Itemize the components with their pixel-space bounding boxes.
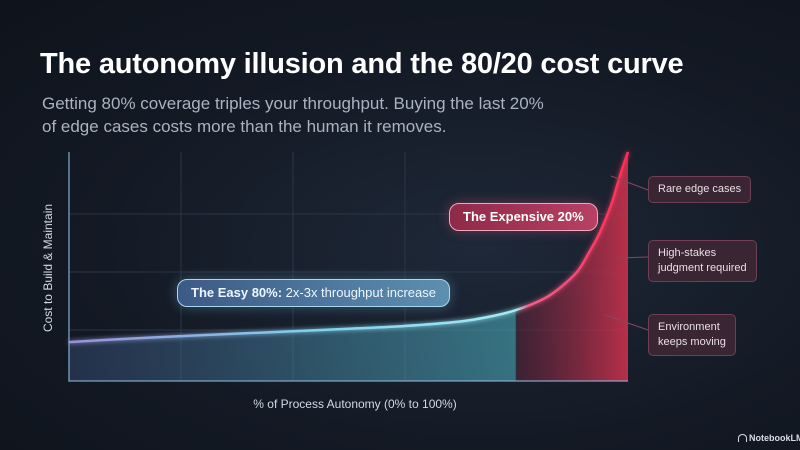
cost-curve-line (68, 151, 630, 344)
expensive-20-area (516, 152, 628, 381)
chart-axes (68, 152, 628, 382)
easy-80-area (69, 310, 517, 381)
subtitle-line-2: of edge cases costs more than the human … (42, 117, 447, 136)
page-title: The autonomy illusion and the 80/20 cost… (40, 48, 684, 80)
easy-80-label-rest: 2x-3x throughput increase (282, 285, 436, 300)
callout-connector (604, 314, 649, 331)
callout-text: High-stakes judgment required (658, 247, 747, 274)
x-axis-label: % of Process Autonomy (0% to 100%) (253, 397, 457, 411)
callout-environment: Environment keeps moving (648, 314, 736, 356)
callout-text: Environment keeps moving (658, 321, 726, 348)
notebooklm-logo: NotebookLM (738, 433, 800, 443)
y-axis-label: Cost to Build & Maintain (41, 203, 55, 333)
expensive-20-label: The Expensive 20% (449, 203, 598, 231)
callout-high-stakes: High-stakes judgment required (648, 240, 757, 282)
callout-connector (617, 256, 649, 259)
subtitle: Getting 80% coverage triples your throug… (42, 92, 602, 138)
logo-text: NotebookLM (749, 433, 800, 443)
callout-rare-edge-cases: Rare edge cases (648, 176, 752, 203)
notebooklm-logo-icon (738, 434, 747, 442)
subtitle-line-1: Getting 80% coverage triples your throug… (42, 94, 544, 113)
callout-connectors (604, 175, 649, 331)
easy-80-label-bold: The Easy 80%: (191, 285, 283, 300)
callout-connector (610, 175, 649, 191)
easy-80-label: The Easy 80%: 2x-3x throughput increase (177, 279, 450, 307)
callout-text: Rare edge cases (658, 183, 742, 195)
